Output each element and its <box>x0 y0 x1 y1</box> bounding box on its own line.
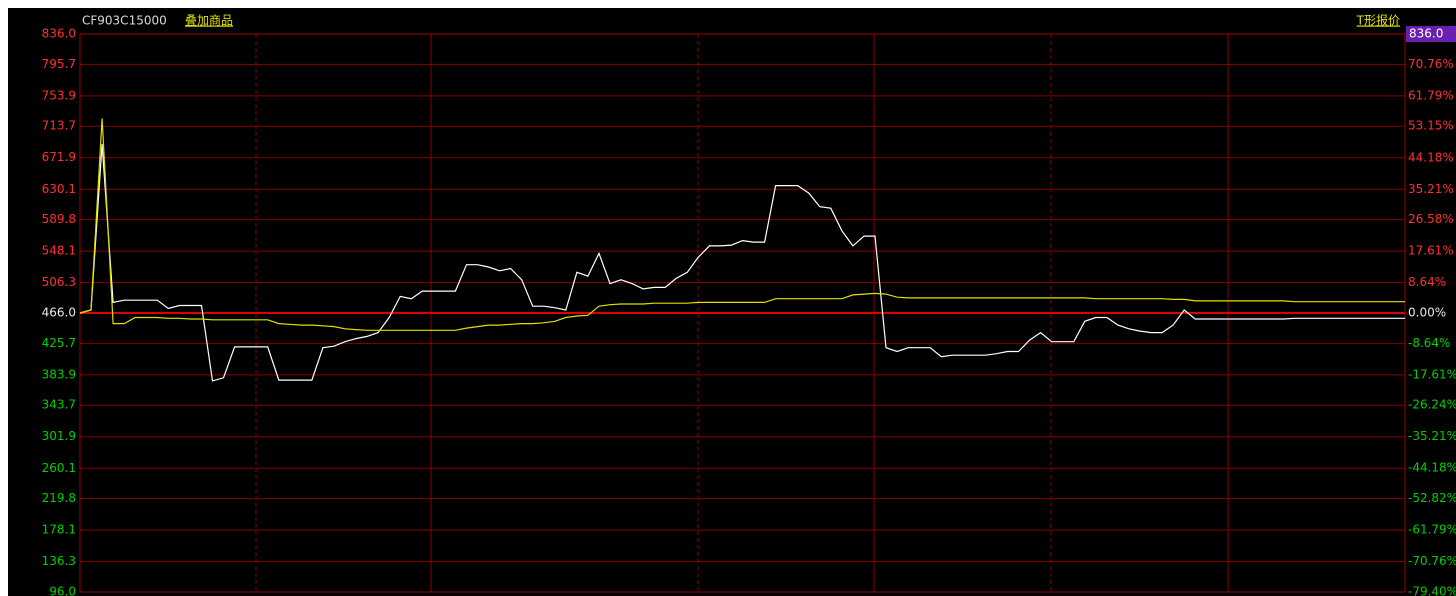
y2-tick-label: 17.61% <box>1408 244 1454 258</box>
y2-tick-label: 53.15% <box>1408 119 1454 133</box>
quote-link[interactable]: T形报价 <box>1356 13 1400 28</box>
y2-tick-label: -17.61% <box>1408 367 1456 381</box>
y-tick-label: 630.1 <box>42 182 76 196</box>
y-tick-label: 425.7 <box>42 336 76 350</box>
y-tick-label: 219.8 <box>42 491 76 505</box>
y2-tick-label: 8.64% <box>1408 275 1446 289</box>
y2-tick-label: 70.76% <box>1408 57 1454 71</box>
y-tick-label: 260.1 <box>42 461 76 475</box>
y2-tick-label: -8.64% <box>1408 336 1450 350</box>
y-tick-label: 136.3 <box>42 554 76 568</box>
y2-tick-label: 26.58% <box>1408 212 1454 226</box>
y-tick-label: 795.7 <box>42 57 76 71</box>
y2-tick-label: 61.79% <box>1408 88 1454 102</box>
series-line <box>79 118 1405 331</box>
y2-tick-label: -26.24% <box>1408 398 1456 412</box>
y-tick-label: 671.9 <box>42 150 76 164</box>
y2-tick-label: -52.82% <box>1408 491 1456 505</box>
y2-tick-label: -35.21% <box>1408 429 1456 443</box>
symbol: CF903C15000 <box>82 14 167 28</box>
series-line <box>79 144 1405 382</box>
y2-tick-label: 0.00% <box>1408 306 1446 320</box>
y2-tick-label: -44.18% <box>1408 461 1456 475</box>
y2-tick-label: -70.76% <box>1408 554 1456 568</box>
overlay-link[interactable]: 叠加商品 <box>185 13 233 28</box>
y-tick-label: 589.8 <box>42 212 76 226</box>
y-tick-label: 301.9 <box>42 429 76 443</box>
y-tick-label: 548.1 <box>42 244 76 258</box>
price-box <box>1406 26 1456 42</box>
y2-tick-label: -61.79% <box>1408 523 1456 537</box>
price-box-label: 836.0 <box>1409 27 1443 41</box>
y2-tick-label: 35.21% <box>1408 182 1454 196</box>
y2-tick-label: 44.18% <box>1408 150 1454 164</box>
y-tick-label: 343.7 <box>42 398 76 412</box>
y-tick-label: 96.0 <box>49 585 76 596</box>
y-tick-label: 178.1 <box>42 523 76 537</box>
y-tick-label: 753.9 <box>42 88 76 102</box>
y-tick-label: 383.9 <box>42 367 76 381</box>
y-tick-label: 506.3 <box>42 275 76 289</box>
y-tick-label: 713.7 <box>42 119 76 133</box>
y-tick-label: 466.0 <box>42 306 76 320</box>
y-tick-label: 836.0 <box>42 27 76 41</box>
y2-tick-label: -79.40% <box>1408 585 1456 596</box>
